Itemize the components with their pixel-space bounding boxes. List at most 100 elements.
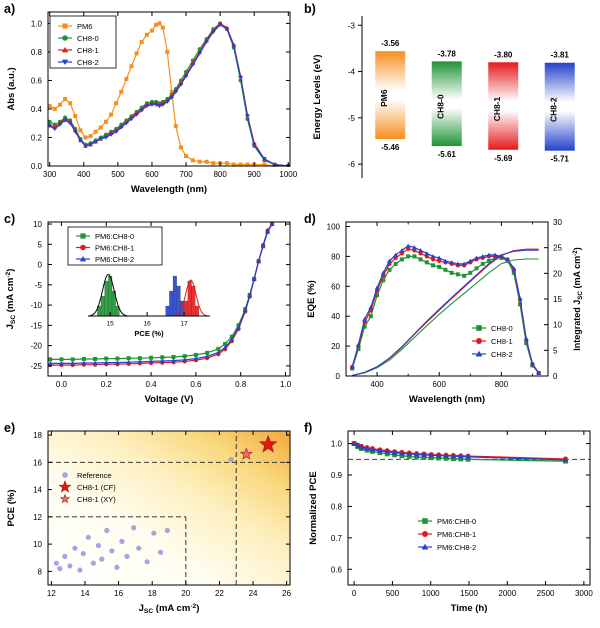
- svg-text:1500: 1500: [460, 589, 478, 598]
- svg-text:-3.81: -3.81: [551, 51, 570, 60]
- svg-text:Integrated JSC (mA cm-2): Integrated JSC (mA cm-2): [572, 247, 584, 351]
- svg-text:-10: -10: [30, 301, 42, 310]
- svg-text:Reference: Reference: [77, 471, 112, 480]
- svg-text:600: 600: [145, 170, 159, 179]
- svg-text:JSC (mA cm-2): JSC (mA cm-2): [5, 269, 17, 330]
- plot-series: [47, 21, 291, 167]
- plot-frame: [47, 11, 291, 167]
- panel-d-eqe-chart: 400 600 800 0 20 40 60 80 100 0 5 10 15 20 25 30 Integra…: [300, 210, 600, 419]
- series-Reference: [53, 457, 234, 573]
- svg-text:10: 10: [553, 321, 562, 330]
- svg-text:15: 15: [553, 295, 562, 304]
- series-PM6:CH8-0: [351, 441, 568, 464]
- axes: 0.0 0.2 0.4 0.6 0.8 1.0 -25 -20 -15 -10 -5 0 5 10 Volt…: [5, 220, 292, 405]
- series-PM6:CH8-0 fit: [89, 273, 128, 317]
- svg-text:500: 500: [386, 589, 400, 598]
- svg-text:PCE (%): PCE (%): [6, 490, 17, 527]
- svg-text:CH8-0: CH8-0: [436, 94, 446, 119]
- svg-text:0.8: 0.8: [31, 48, 43, 57]
- panel-f-stability-chart: 0 500 1000 1500 2000 2500 3000 0.6 0.7 0.8 0.9 1.0 T…: [300, 419, 600, 628]
- svg-text:0.0: 0.0: [31, 162, 43, 171]
- svg-text:0.2: 0.2: [101, 380, 113, 389]
- plot-frame: [47, 430, 291, 586]
- svg-text:3000: 3000: [575, 589, 593, 598]
- svg-text:14: 14: [81, 589, 90, 598]
- plot-series: [47, 221, 275, 368]
- svg-text:CH8-1 (XY): CH8-1 (XY): [77, 495, 116, 504]
- panel-c-jv-curves-chart: 0.0 0.2 0.4 0.6 0.8 1.0 -25 -20 -15 -10 -5 0 5 10 Volt…: [0, 210, 300, 419]
- svg-text:1.0: 1.0: [331, 440, 343, 449]
- svg-text:-3.78: -3.78: [438, 49, 457, 58]
- svg-text:CH8-1 (CF): CH8-1 (CF): [77, 483, 116, 492]
- legend: PM6:CH8-0 PM6:CH8-1 PM6:CH8-2: [67, 226, 163, 266]
- svg-text:22: 22: [215, 589, 224, 598]
- svg-text:Energy Levels (eV): Energy Levels (eV): [312, 54, 323, 139]
- svg-text:0: 0: [336, 372, 341, 381]
- panel-label-e: e): [4, 421, 16, 435]
- svg-text:PM6: PM6: [379, 89, 389, 107]
- panel-e-pce-vs-jsc-scatter-chart: 12 14 16 18 20 22 24 26 8 10 12 14 16 18 JSC (mA cm-2)…: [0, 419, 300, 628]
- energy-bar-CH8-0: -3.78 -5.61 CH8-0: [431, 49, 462, 159]
- panel-label-d: d): [304, 212, 316, 226]
- svg-text:0.0: 0.0: [56, 380, 68, 389]
- svg-text:500: 500: [111, 170, 125, 179]
- svg-text:25: 25: [553, 244, 562, 253]
- svg-text:Voltage (V): Voltage (V): [145, 394, 194, 405]
- svg-text:14: 14: [33, 486, 42, 495]
- series-PM6:CH8-2: [351, 440, 569, 463]
- svg-text:600: 600: [433, 380, 447, 389]
- svg-text:20: 20: [181, 589, 190, 598]
- svg-text:12: 12: [33, 513, 42, 522]
- svg-text:400: 400: [77, 170, 91, 179]
- svg-text:800: 800: [495, 380, 509, 389]
- plot-series: [349, 243, 542, 377]
- svg-text:8: 8: [38, 567, 43, 576]
- svg-text:2000: 2000: [498, 589, 516, 598]
- svg-text:Wavelength (nm): Wavelength (nm): [131, 184, 207, 195]
- axes: 300 400 500 600 700 800 900 1000 0.0 0.2 0.4 0.6 0.8…: [6, 11, 298, 195]
- svg-text:Time (h): Time (h): [451, 603, 488, 614]
- svg-text:Abs (a.u.): Abs (a.u.): [6, 67, 17, 110]
- energy-bar-CH8-2: -3.81 -5.71 CH8-2: [544, 51, 575, 164]
- svg-text:-5: -5: [348, 114, 356, 123]
- svg-text:0.8: 0.8: [331, 502, 343, 511]
- svg-text:0.4: 0.4: [31, 105, 43, 114]
- svg-text:0.7: 0.7: [331, 534, 343, 543]
- svg-text:0: 0: [352, 589, 357, 598]
- svg-text:800: 800: [213, 170, 227, 179]
- svg-text:18: 18: [33, 431, 42, 440]
- svg-text:60: 60: [331, 282, 340, 291]
- series-CH8-1 (CF): [258, 434, 278, 453]
- svg-text:30: 30: [553, 218, 562, 227]
- panel-label-f: f): [304, 421, 313, 435]
- svg-text:JSC (mA cm-2): JSC (mA cm-2): [139, 603, 200, 615]
- svg-text:18: 18: [148, 589, 157, 598]
- svg-text:-5.61: -5.61: [438, 150, 457, 159]
- svg-text:PM6:CH8-1: PM6:CH8-1: [437, 530, 476, 539]
- energy-axis: -3 -4 -5 -6 Energy Levels (eV): [312, 16, 363, 178]
- svg-text:17: 17: [181, 321, 189, 328]
- plot-series: [351, 440, 569, 464]
- legend: PM6 CH8-0 CH8-1 CH8-2: [49, 15, 117, 69]
- svg-text:26: 26: [282, 589, 291, 598]
- svg-text:PM6: PM6: [77, 22, 92, 31]
- plot-series: [53, 434, 278, 573]
- series-CH8-0 integrated Jsc: [352, 258, 539, 377]
- legend: PM6:CH8-0 PM6:CH8-1 PM6:CH8-2: [418, 517, 476, 552]
- svg-text:-5: -5: [35, 281, 43, 290]
- svg-text:0.2: 0.2: [31, 133, 43, 142]
- svg-text:2500: 2500: [537, 589, 555, 598]
- panel-label-a: a): [4, 2, 16, 16]
- svg-text:12: 12: [47, 589, 56, 598]
- svg-text:Normalized PCE: Normalized PCE: [308, 471, 319, 544]
- series-PM6:CH8-1 fit: [174, 279, 208, 317]
- plot-series: [89, 273, 208, 317]
- svg-text:-25: -25: [30, 362, 42, 371]
- svg-text:-5.69: -5.69: [494, 154, 513, 163]
- series-CH8-2 integrated Jsc: [352, 249, 539, 377]
- svg-text:Wavelength (nm): Wavelength (nm): [409, 394, 485, 405]
- svg-text:80: 80: [331, 252, 340, 261]
- svg-text:PM6:CH8-2: PM6:CH8-2: [437, 543, 476, 552]
- panel-label-c: c): [4, 212, 16, 226]
